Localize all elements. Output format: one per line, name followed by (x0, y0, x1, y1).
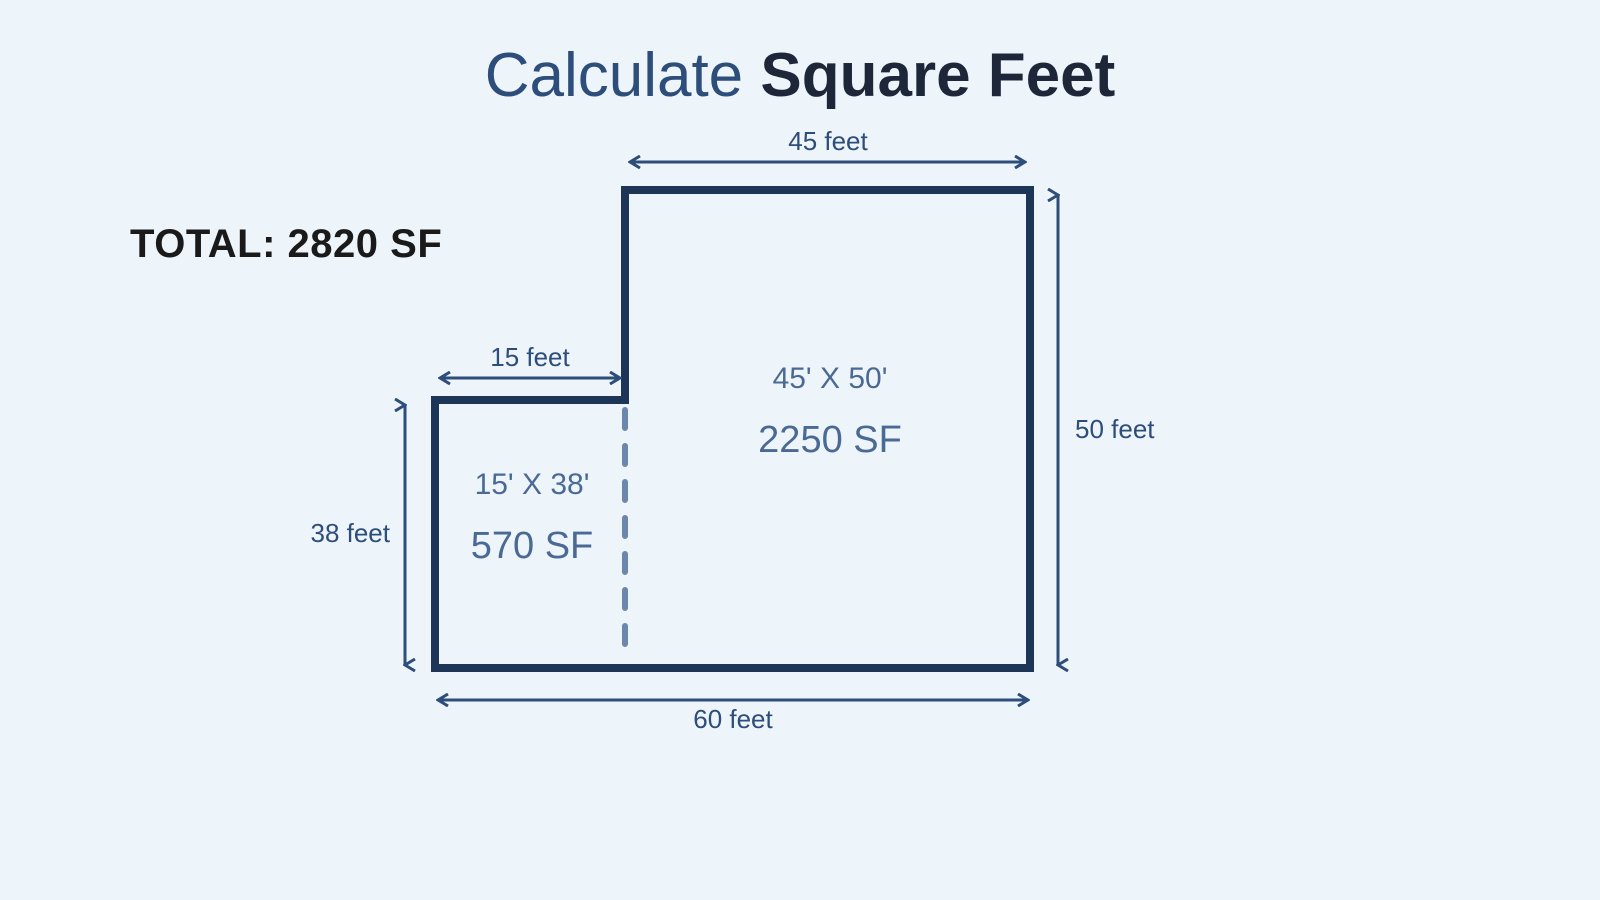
dim-bottom-60-label: 60 feet (693, 704, 773, 734)
dim-left-38: 38 feet (310, 405, 405, 665)
room-large-calc: 45' X 50' (773, 362, 888, 395)
title-light: Calculate (485, 41, 761, 110)
dim-mid-15-label: 15 feet (490, 342, 570, 372)
dim-right-50: 50 feet (1058, 195, 1155, 665)
dim-left-38-label: 38 feet (310, 518, 390, 548)
dim-top-45-label: 45 feet (788, 126, 868, 156)
dim-mid-15: 15 feet (440, 342, 620, 378)
room-small-calc: 15' X 38' (475, 468, 590, 501)
floor-plan-diagram: 45 feet 50 feet 60 feet 38 feet 15 feet … (300, 120, 1250, 780)
page-title: Calculate Square Feet (0, 40, 1600, 111)
title-bold: Square Feet (760, 41, 1115, 110)
room-small-sf: 570 SF (471, 525, 594, 567)
dim-top-45: 45 feet (630, 126, 1025, 162)
dim-right-50-label: 50 feet (1075, 414, 1155, 444)
room-large-sf: 2250 SF (758, 419, 902, 461)
floor-outline (435, 190, 1030, 668)
dim-bottom-60: 60 feet (438, 700, 1028, 734)
